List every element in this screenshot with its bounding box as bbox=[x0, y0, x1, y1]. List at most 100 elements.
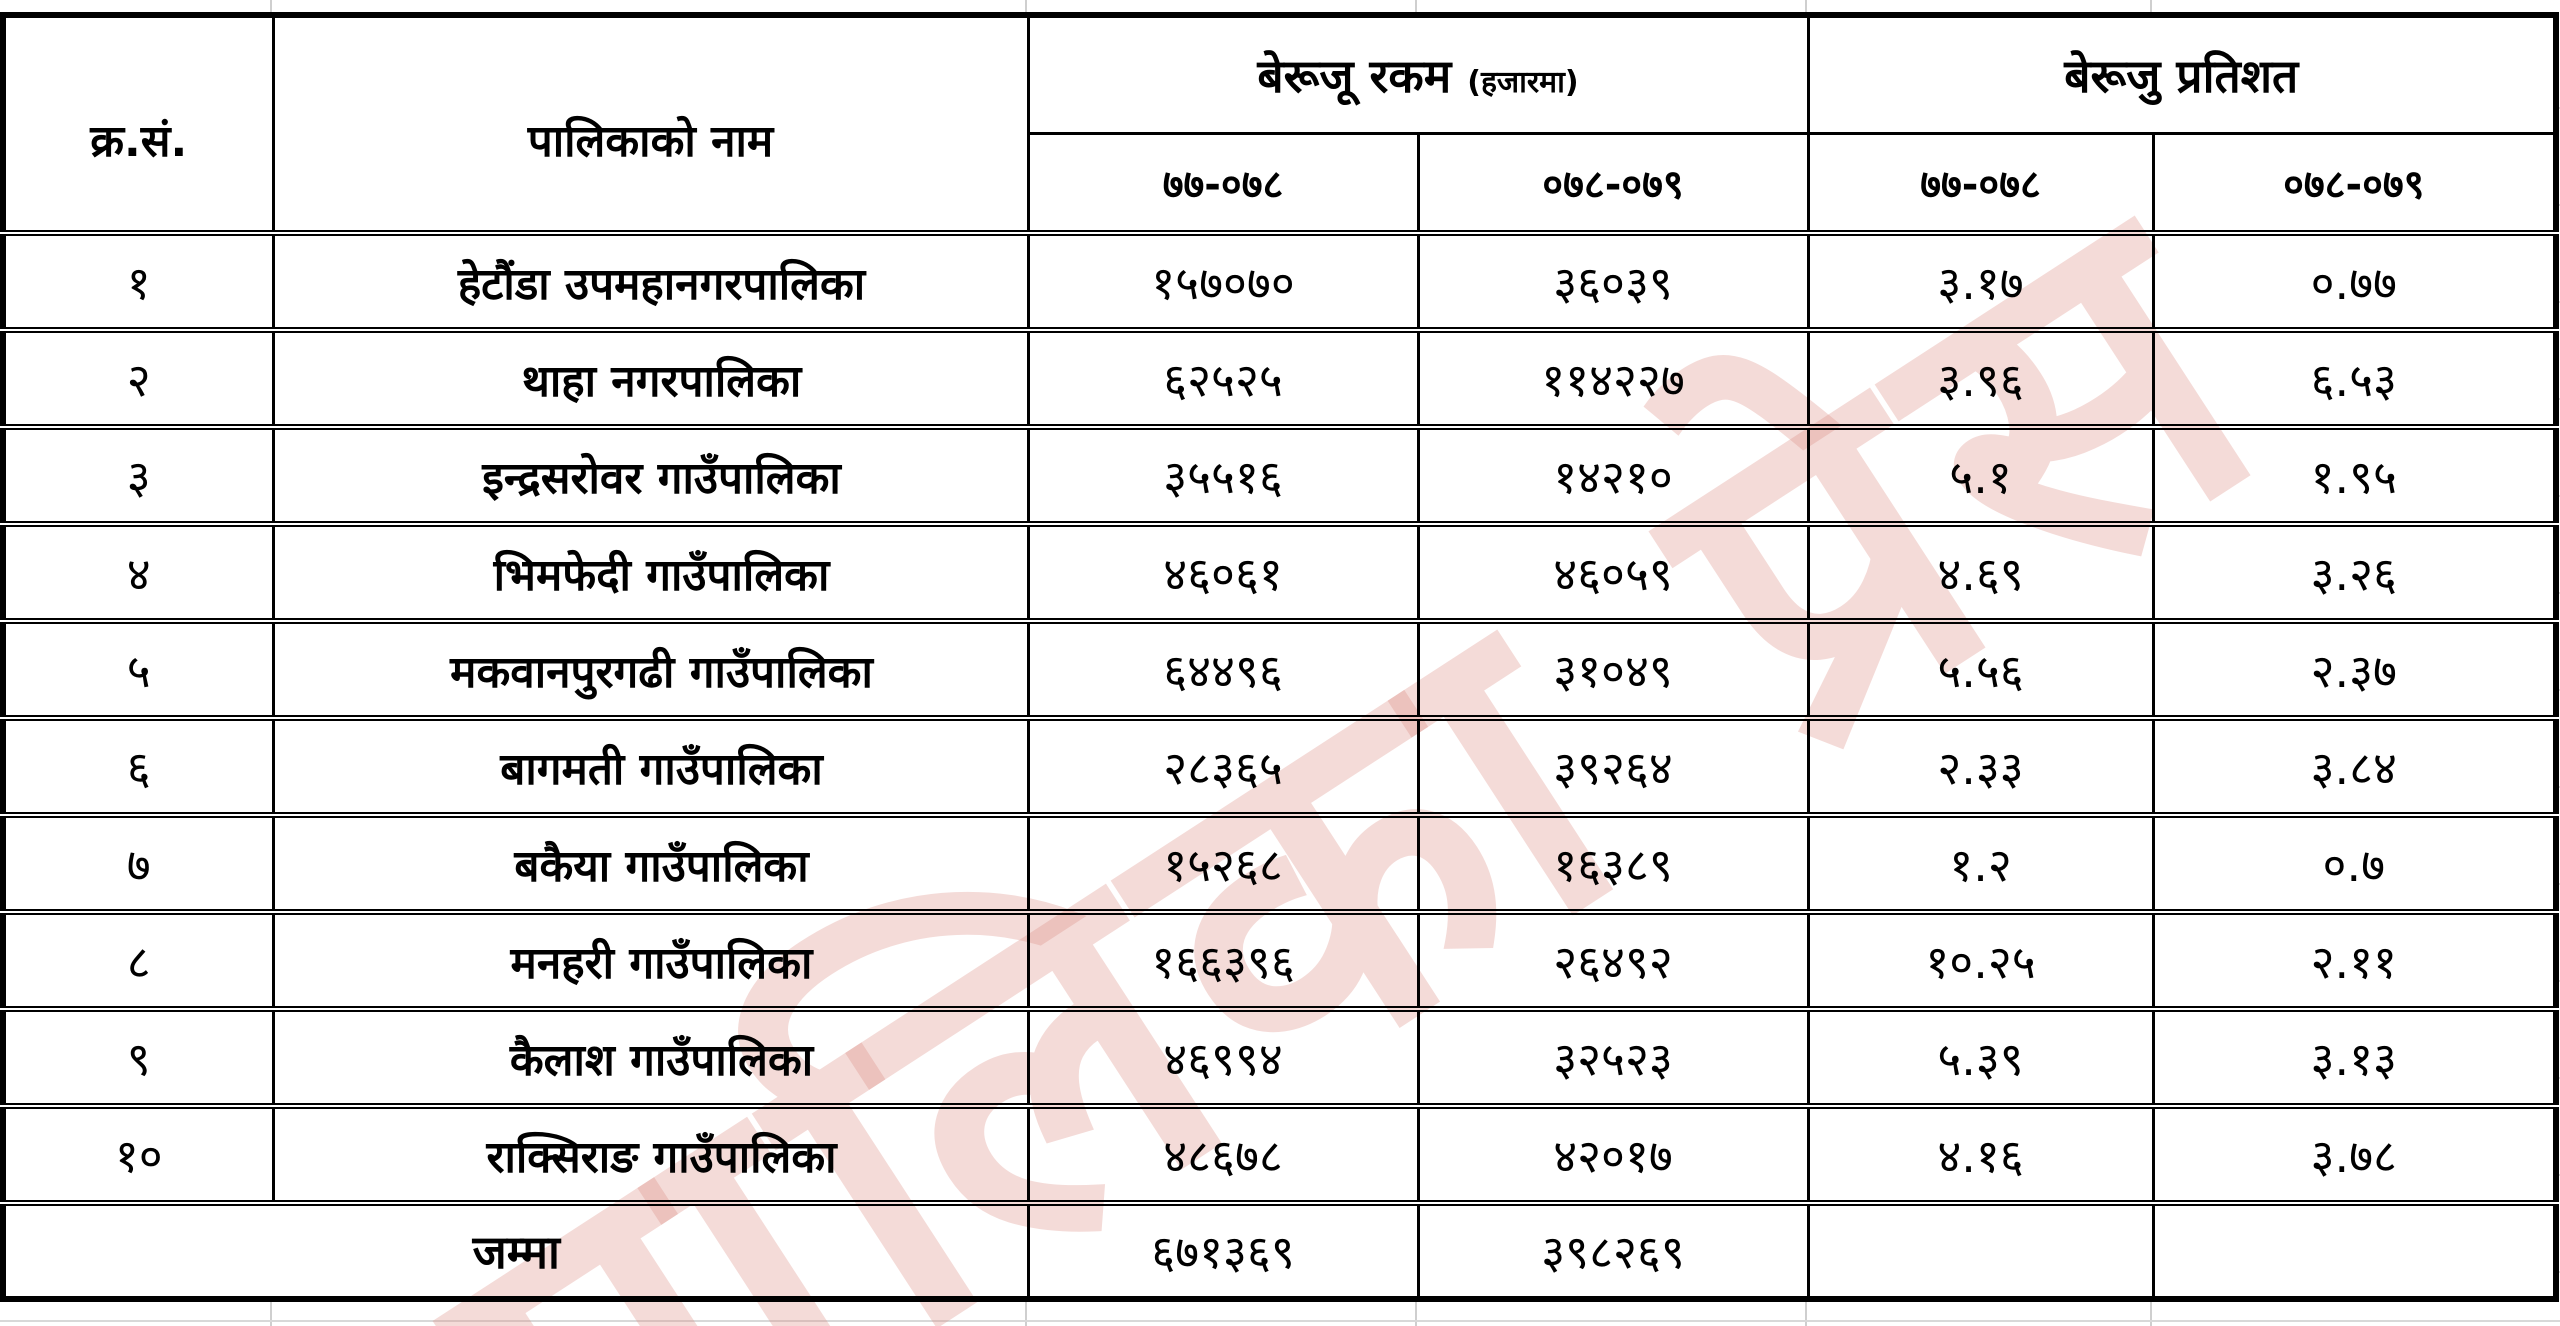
amount-77-078-cell: १६६३९६ bbox=[1026, 909, 1420, 1011]
percent-77-078-cell: २.३३ bbox=[1806, 715, 2155, 817]
percent-77-078-cell: ३.१७ bbox=[1806, 230, 2155, 332]
table-row: ४ भिमफेदी गाउँपालिका ४६०६१ ४६०५९ ४.६९ ३.२६ bbox=[1, 521, 2558, 623]
table-row: २ थाहा नगरपालिका ६२५२५ ११४२२७ ३.९६ ६.५३ bbox=[1, 327, 2558, 429]
header-amount-year-078-079: ०७८-०७९ bbox=[1416, 131, 1810, 235]
table-row: ९ कैलाश गाउँपालिका ४६९९४ ३२५२३ ५.३९ ३.१३ bbox=[1, 1006, 2558, 1108]
percent-078-079-cell: ०.७७ bbox=[2151, 230, 2558, 332]
serial-number-cell: ३ bbox=[1, 424, 275, 526]
table-row: ३ इन्द्रसरोवर गाउँपालिका ३५५१६ १४२१० ५.१ १.९५ bbox=[1, 424, 2558, 526]
gridline-tick bbox=[1025, 1301, 1027, 1326]
header-year-row: ७७-०७८ ०७८-०७९ ७७-०७८ ०७८-०७९ bbox=[3, 131, 2558, 235]
gridline-tick bbox=[1805, 1301, 1807, 1326]
gridline-tick bbox=[2150, 1301, 2152, 1326]
percent-77-078-cell: ५.३९ bbox=[1806, 1006, 2155, 1108]
amount-078-079-cell: ११४२२७ bbox=[1416, 327, 1810, 429]
serial-number-cell: ८ bbox=[1, 909, 275, 1011]
table-row: १० राक्सिराङ गाउँपालिका ४८६७८ ४२०१७ ४.१६ ३.७८ bbox=[1, 1103, 2558, 1205]
table-row: ५ मकवानपुरगढी गाउँपालिका ६४४९६ ३१०४९ ५.५६ २.३… bbox=[1, 618, 2558, 720]
gridline-tick bbox=[1415, 1301, 1417, 1326]
percent-078-079-cell: ३.७८ bbox=[2151, 1103, 2558, 1205]
percent-078-079-cell: ६.५३ bbox=[2151, 327, 2558, 429]
table-footer: जम्मा ६७१३६९ ३९८२६९ bbox=[1, 1200, 2558, 1301]
serial-number-cell: ४ bbox=[1, 521, 275, 623]
municipality-name-cell: थाहा नगरपालिका bbox=[271, 327, 1030, 429]
serial-number-cell: ७ bbox=[1, 812, 275, 914]
percent-77-078-cell: ५.१ bbox=[1806, 424, 2155, 526]
percent-078-079-cell: २.११ bbox=[2151, 909, 2558, 1011]
percent-078-079-cell: ३.८४ bbox=[2151, 715, 2558, 817]
municipality-name-cell: भिमफेदी गाउँपालिका bbox=[271, 521, 1030, 623]
total-row: जम्मा ६७१३६९ ३९८२६९ bbox=[1, 1200, 2558, 1301]
municipality-name-cell: हेटौंडा उपमहानगरपालिका bbox=[271, 230, 1030, 332]
table-row: ८ मनहरी गाउँपालिका १६६३९६ २६४९२ १०.२५ २.११ bbox=[1, 909, 2558, 1011]
header-municipality-name: पालिकाको नाम bbox=[271, 13, 1030, 235]
gridline-tick bbox=[1025, 0, 1027, 12]
table-header: क्र.सं. पालिकाको नाम बेरूजू रकम (हजारमा)… bbox=[1, 13, 2558, 235]
amount-77-078-cell: ४६९९४ bbox=[1026, 1006, 1420, 1108]
header-percent-year-078-079: ०७८-०७९ bbox=[2151, 131, 2558, 235]
percent-078-079-cell: ०.७ bbox=[2151, 812, 2558, 914]
amount-078-079-cell: १४२१० bbox=[1416, 424, 1810, 526]
percent-078-079-cell: ३.२६ bbox=[2151, 521, 2558, 623]
municipality-name-cell: कैलाश गाउँपालिका bbox=[271, 1006, 1030, 1108]
municipality-name-cell: बकैया गाउँपालिका bbox=[271, 812, 1030, 914]
total-amount-078-079: ३९८२६९ bbox=[1416, 1200, 1810, 1301]
amount-078-079-cell: ३२५२३ bbox=[1416, 1006, 1810, 1108]
total-label: जम्मा bbox=[1, 1200, 1030, 1301]
amount-078-079-cell: ४६०५९ bbox=[1416, 521, 1810, 623]
header-percent-year-77-078: ७७-०७८ bbox=[1806, 131, 2155, 235]
amount-078-079-cell: ३९२६४ bbox=[1416, 715, 1810, 817]
percent-77-078-cell: १०.२५ bbox=[1806, 909, 2155, 1011]
total-percent-078-079 bbox=[2151, 1200, 2558, 1301]
amount-078-079-cell: ४२०१७ bbox=[1416, 1103, 1810, 1205]
gridline-tick bbox=[270, 1301, 272, 1326]
municipality-name-cell: मकवानपुरगढी गाउँपालिका bbox=[271, 618, 1030, 720]
percent-078-079-cell: ३.१३ bbox=[2151, 1006, 2558, 1108]
gridline-tick bbox=[1805, 0, 1807, 12]
municipality-name-cell: मनहरी गाउँपालिका bbox=[271, 909, 1030, 1011]
percent-77-078-cell: ४.६९ bbox=[1806, 521, 2155, 623]
serial-number-cell: १० bbox=[1, 1103, 275, 1205]
header-berju-amount-group: बेरूजू रकम (हजारमा) bbox=[1026, 13, 1810, 135]
total-percent-77-078 bbox=[1806, 1200, 2155, 1301]
berju-table: क्र.सं. पालिकाको नाम बेरूजू रकम (हजारमा)… bbox=[0, 12, 2560, 1302]
amount-77-078-cell: ४८६७८ bbox=[1026, 1103, 1420, 1205]
header-group-row: क्र.सं. पालिकाको नाम बेरूजू रकम (हजारमा)… bbox=[1, 13, 2558, 235]
table-body: १ हेटौंडा उपमहानगरपालिका १५७०७० ३६०३९ ३.१७ ०.… bbox=[1, 230, 2558, 1205]
amount-77-078-cell: २८३६५ bbox=[1026, 715, 1420, 817]
municipality-name-cell: राक्सिराङ गाउँपालिका bbox=[271, 1103, 1030, 1205]
table-row: ६ बागमती गाउँपालिका २८३६५ ३९२६४ २.३३ ३.८४ bbox=[1, 715, 2558, 817]
gridline-tick bbox=[270, 0, 272, 12]
amount-77-078-cell: ३५५१६ bbox=[1026, 424, 1420, 526]
total-amount-77-078: ६७१३६९ bbox=[1026, 1200, 1420, 1301]
gridline-tick bbox=[1415, 0, 1417, 12]
header-serial-number: क्र.सं. bbox=[1, 13, 275, 235]
header-berju-amount-label: बेरूजू रकम bbox=[1257, 48, 1452, 103]
amount-078-079-cell: १६३८९ bbox=[1416, 812, 1810, 914]
amount-77-078-cell: १५७०७० bbox=[1026, 230, 1420, 332]
percent-77-078-cell: १.२ bbox=[1806, 812, 2155, 914]
amount-77-078-cell: ६२५२५ bbox=[1026, 327, 1420, 429]
percent-078-079-cell: २.३७ bbox=[2151, 618, 2558, 720]
percent-77-078-cell: ५.५६ bbox=[1806, 618, 2155, 720]
municipality-name-cell: इन्द्रसरोवर गाउँपालिका bbox=[271, 424, 1030, 526]
amount-77-078-cell: ४६०६१ bbox=[1026, 521, 1420, 623]
serial-number-cell: ६ bbox=[1, 715, 275, 817]
amount-078-079-cell: ३१०४९ bbox=[1416, 618, 1810, 720]
gridline-horizontal bbox=[0, 1320, 2560, 1322]
municipality-name-cell: बागमती गाउँपालिका bbox=[271, 715, 1030, 817]
serial-number-cell: ९ bbox=[1, 1006, 275, 1108]
percent-77-078-cell: ३.९६ bbox=[1806, 327, 2155, 429]
amount-77-078-cell: १५२६८ bbox=[1026, 812, 1420, 914]
header-thousands-note: (हजारमा) bbox=[1467, 64, 1579, 100]
header-berju-percent-group: बेरूजु प्रतिशत bbox=[1806, 13, 2558, 135]
amount-078-079-cell: २६४९२ bbox=[1416, 909, 1810, 1011]
serial-number-cell: २ bbox=[1, 327, 275, 429]
percent-078-079-cell: १.९५ bbox=[2151, 424, 2558, 526]
serial-number-cell: १ bbox=[1, 230, 275, 332]
percent-77-078-cell: ४.१६ bbox=[1806, 1103, 2155, 1205]
serial-number-cell: ५ bbox=[1, 618, 275, 720]
table-row: ७ बकैया गाउँपालिका १५२६८ १६३८९ १.२ ०.७ bbox=[1, 812, 2558, 914]
amount-078-079-cell: ३६०३९ bbox=[1416, 230, 1810, 332]
